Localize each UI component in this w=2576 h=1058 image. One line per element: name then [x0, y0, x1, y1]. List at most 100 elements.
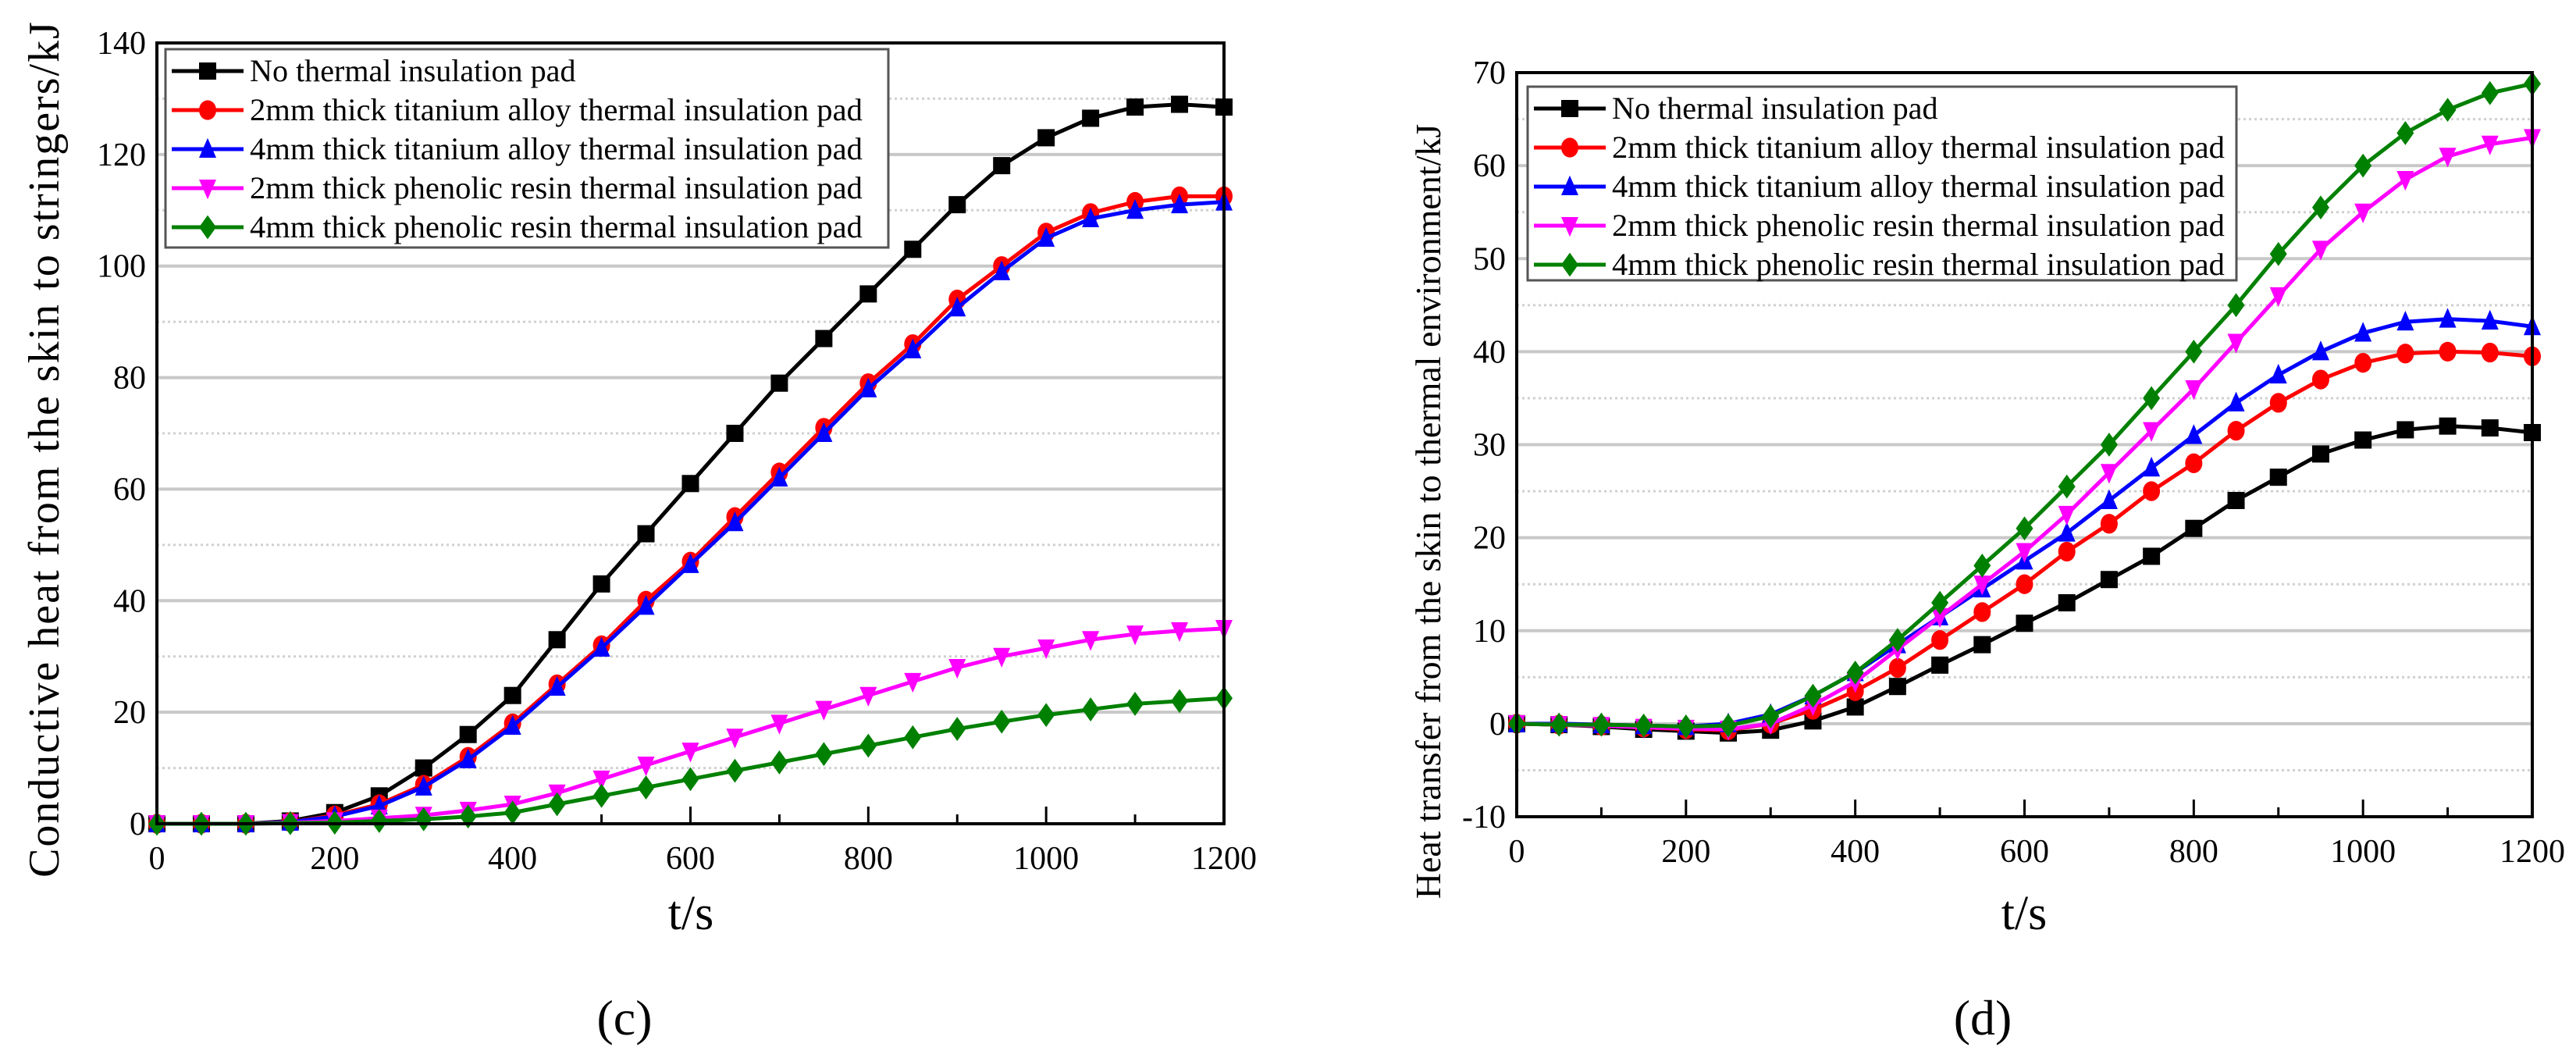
data-point-triangle [904, 672, 922, 693]
data-point-circle [2100, 514, 2118, 534]
data-point-circle [2143, 481, 2161, 501]
data-point-triangle [770, 714, 788, 735]
x-tick-label: 800 [2169, 834, 2218, 870]
data-point-triangle [681, 553, 699, 573]
data-point-triangle [2227, 333, 2245, 354]
series-line [157, 194, 1224, 826]
chart-c: Conductive heat from the skin to stringe… [20, 20, 1257, 1046]
data-point-circle [2396, 344, 2414, 364]
data-point-triangle [2481, 309, 2499, 330]
x-tick-label: 0 [1509, 834, 1525, 870]
data-point-triangle [459, 748, 477, 768]
data-point-diamond [2227, 293, 2245, 318]
data-point-square [948, 196, 966, 214]
legend: No thermal insulation pad 2mm thick titan… [164, 48, 890, 249]
y-tick-label: 20 [113, 695, 146, 731]
data-point-circle [2058, 541, 2076, 562]
legend-item: 2mm thick titanium alloy thermal insulat… [1534, 130, 2225, 165]
data-point-triangle [2185, 380, 2203, 401]
data-point-square [503, 686, 521, 704]
y-tick-label: 40 [1473, 334, 1506, 370]
data-point-diamond [1037, 703, 1055, 728]
data-point-diamond [859, 733, 877, 758]
data-point-diamond [2396, 121, 2414, 145]
data-point-triangle [2311, 340, 2329, 361]
data-point-diamond [2354, 153, 2372, 178]
data-point-triangle [2354, 322, 2372, 342]
data-point-triangle [2439, 308, 2457, 328]
data-point-triangle [1126, 198, 1144, 219]
legend-label: 4mm thick phenolic resin thermal insulat… [1612, 247, 2225, 282]
panel-label: (c) [596, 990, 652, 1046]
data-point-diamond [1846, 660, 1864, 685]
data-point-diamond [370, 809, 388, 833]
series-circle [1508, 341, 2541, 740]
y-tick-label: 70 [1473, 55, 1506, 91]
data-point-square [415, 759, 432, 777]
x-tick-label: 200 [310, 841, 359, 877]
data-point-diamond [2481, 80, 2499, 105]
data-point-triangle [1037, 226, 1055, 247]
data-point-diamond [1082, 697, 1100, 721]
data-point-diamond [1550, 712, 1568, 737]
data-point-circle [1561, 137, 1578, 158]
data-point-diamond [1931, 590, 1949, 615]
data-point-triangle [1171, 622, 1189, 643]
data-point-diamond [2016, 516, 2033, 541]
data-point-diamond [2143, 386, 2161, 411]
data-point-circle [1973, 602, 1991, 622]
legend-label: 4mm thick titanium alloy thermal insulat… [1612, 169, 2225, 204]
data-point-square [1171, 95, 1189, 113]
data-point-diamond [2058, 474, 2076, 499]
legend-item: 4mm thick phenolic resin thermal insulat… [1534, 247, 2225, 282]
data-point-diamond [1804, 683, 1822, 708]
y-tick-label: 10 [1473, 614, 1506, 650]
data-point-triangle [904, 338, 922, 358]
data-point-diamond [1561, 252, 1578, 277]
data-point-square [199, 62, 216, 80]
data-point-diamond [1592, 712, 1610, 737]
data-point-triangle [503, 714, 521, 735]
data-point-triangle [859, 686, 877, 707]
data-point-triangle [993, 647, 1011, 668]
data-point-triangle [2185, 424, 2203, 444]
data-point-triangle [993, 260, 1011, 280]
data-point-square [1846, 698, 1864, 716]
series-line [157, 626, 1225, 826]
y-tick-label: 100 [97, 249, 146, 285]
x-tick-label: 600 [2000, 834, 2049, 870]
data-point-circle [1888, 657, 1906, 679]
y-axis-label: Heat transfer from the skin to thermal e… [1408, 124, 1448, 899]
data-point-square [2058, 594, 2076, 612]
data-point-diamond [770, 750, 788, 775]
x-tick-label: 400 [1831, 834, 1880, 870]
data-point-circle [2439, 341, 2457, 362]
data-point-diamond [1171, 689, 1189, 714]
data-point-square [770, 374, 788, 392]
data-point-square [993, 157, 1011, 175]
data-point-square [2227, 491, 2245, 509]
data-point-square [1126, 98, 1144, 116]
data-point-square [726, 425, 744, 442]
data-point-triangle [2439, 148, 2457, 168]
legend-item: 4mm thick phenolic resin thermal insulat… [172, 209, 863, 244]
chart-d: Heat transfer from the skin to thermal e… [1408, 55, 2565, 1046]
data-point-triangle [815, 422, 833, 442]
legend-label: 2mm thick phenolic resin thermal insulat… [250, 170, 863, 205]
data-point-diamond [592, 783, 610, 808]
data-point-square [815, 330, 833, 347]
y-tick-label: 50 [1473, 241, 1506, 277]
y-tick-label: 80 [113, 361, 146, 397]
data-point-circle [2481, 342, 2499, 363]
x-axis-label: t/s [668, 887, 714, 940]
data-point-triangle [199, 180, 216, 200]
data-point-triangle [2227, 391, 2245, 411]
data-point-triangle [2269, 287, 2287, 308]
data-point-diamond [2185, 339, 2203, 364]
data-point-square [2354, 431, 2372, 449]
data-point-triangle [1126, 625, 1144, 646]
data-point-triangle [1171, 193, 1189, 214]
data-point-triangle [726, 511, 744, 532]
data-point-triangle [1561, 175, 1578, 195]
legend-label: No thermal insulation pad [250, 53, 576, 88]
